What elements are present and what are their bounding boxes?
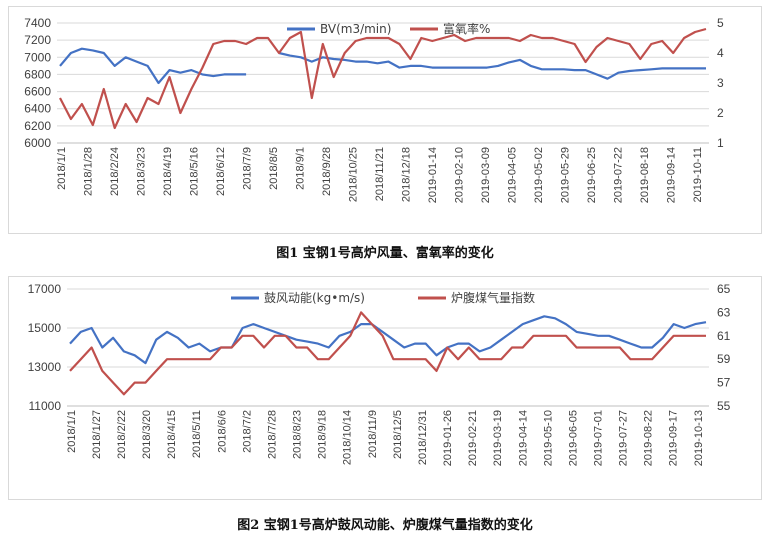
chart-1: 6000 6200 6400 6600 6800 7000 7200 7400 1 2 3 4 5 201… [8,6,762,234]
x-tick-label: 2018/5/16 [188,147,200,196]
y-left-tick-label: 6400 [24,102,51,116]
y-right-tick-label: 1 [717,136,724,150]
series-line-1 [69,315,707,365]
x-tick-label: 2018/2/24 [109,147,121,196]
x-tick-label: 2019-09-14 [665,147,677,203]
y-right-tick-label: 57 [717,376,731,390]
y-right-tick-label: 65 [717,282,731,296]
x-tick-label: 2019-07-01 [592,410,604,466]
x-tick-label: 2018/1/27 [91,410,103,459]
x-tick-label: 2019-01-26 [442,410,454,466]
x-tick-label: 2019-08-18 [639,147,651,203]
chart-2: 11000 13000 15000 17000 55 57 59 61 63 65 2018/1/1… [8,276,762,500]
y-left-tick-label: 17000 [28,282,62,296]
x-tick-label: 2018/7/2 [241,410,253,453]
x-tick-label: 2019-09-17 [668,410,680,466]
x-tick-label: 2018/10/25 [347,147,359,202]
x-tick-label: 2018/10/14 [342,410,354,465]
x-tick-label: 2018/7/9 [241,147,253,190]
figure-1-caption: 图1 宝钢1号高炉风量、富氧率的变化 [276,246,494,261]
y-left-tick-label: 6000 [24,136,51,150]
series-line-1 [59,47,706,85]
y-left-tick-label: 7400 [24,16,51,30]
series-line-2 [59,27,707,130]
x-tick-label: 2019-05-10 [542,410,554,466]
x-tick-label: 2018/3/20 [141,410,153,459]
figure-2-caption: 图2 宝钢1号高炉鼓风动能、炉腹煤气量指数的变化 [237,518,533,533]
y-left-tick-label: 11000 [29,399,62,413]
x-tick-label: 2018/4/15 [166,410,178,459]
x-tick-label: 2019-08-22 [643,410,655,466]
legend-label-1: 鼓风动能(kg•m/s) [264,291,365,305]
x-tick-label: 2019-07-27 [618,410,630,466]
x-tick-label: 2018/8/5 [268,147,280,190]
y-right-tick-label: 2 [717,106,724,120]
y-right-tick-label: 63 [717,305,731,319]
x-tick-label: 2018/12/5 [392,410,404,459]
legend-label-2: 炉腹煤气量指数 [451,290,535,305]
x-tick-label: 2019-02-10 [453,147,465,203]
y-left-tick-label: 6600 [24,85,51,99]
legend-label-2: 富氧率% [443,21,490,36]
chart-1-plot: 6000 6200 6400 6600 6800 7000 7200 7400 1 2 3 4 5 201… [24,16,724,203]
x-tick-label: 2018/1/1 [56,147,68,190]
x-tick-label: 2018/12/18 [400,147,412,202]
y-right-tick-label: 5 [717,16,724,30]
chart-2-plot: 11000 13000 15000 17000 55 57 59 61 63 65 2018/1/1… [28,282,731,466]
series-line-2 [69,311,706,396]
x-tick-label: 2019-03-09 [480,147,492,203]
y-left-tick-label: 7200 [24,33,51,47]
legend-label-1: BV(m3/min) [320,22,391,36]
x-tick-label: 2019-06-05 [567,410,579,466]
x-tick-label: 2019-05-02 [533,147,545,203]
x-tick-label: 2019-04-05 [506,147,518,203]
x-tick-label: 2019-10-13 [693,410,705,466]
x-tick-label: 2019-01-14 [427,147,439,203]
x-tick-label: 2018/7/28 [266,410,278,459]
x-tick-label: 2019-02-21 [467,410,479,466]
x-tick-label: 2018/8/23 [292,410,304,459]
y-left-tick-label: 7000 [24,50,51,64]
x-tick-label: 2018/11/9 [367,410,379,458]
x-tick-label: 2018/1/1 [66,410,78,453]
y-right-tick-label: 3 [717,76,724,90]
x-tick-label: 2019-07-22 [612,147,624,203]
y-right-tick-label: 4 [717,46,724,60]
x-tick-label: 2018/9/18 [317,410,329,459]
y-left-tick-label: 6200 [24,119,51,133]
x-tick-label: 2019-10-11 [692,147,704,202]
x-tick-label: 2018/5/11 [191,410,203,458]
x-tick-label: 2018/3/23 [135,147,147,196]
x-tick-label: 2018/4/19 [162,147,174,196]
x-tick-label: 2019-03-19 [492,410,504,466]
x-tick-label: 2018/6/6 [216,410,228,453]
x-tick-label: 2018/11/21 [374,147,386,201]
x-tick-label: 2019-04-14 [517,410,529,466]
x-tick-label: 2018/6/12 [215,147,227,196]
x-tick-label: 2019-05-29 [559,147,571,203]
x-tick-label: 2018/1/28 [82,147,94,196]
y-left-tick-label: 13000 [28,360,62,374]
y-right-tick-label: 61 [717,329,731,343]
x-tick-label: 2019-06-25 [586,147,598,203]
y-right-tick-label: 55 [717,399,731,413]
y-right-tick-label: 59 [717,352,731,366]
x-tick-label: 2018/9/28 [321,147,333,196]
x-tick-label: 2018/9/1 [294,147,306,190]
y-left-tick-label: 15000 [28,321,62,335]
y-left-tick-label: 6800 [24,67,51,81]
x-tick-label: 2018/2/22 [116,410,128,459]
x-tick-label: 2018/12/31 [417,410,429,465]
